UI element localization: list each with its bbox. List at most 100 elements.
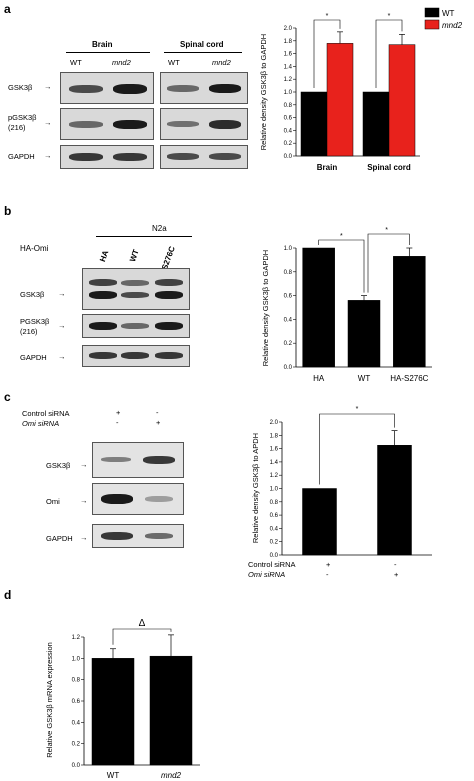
significance-mark-b: * (385, 227, 388, 234)
blot-a-spinal-gsk3b (160, 72, 248, 104)
blot-c-omi (92, 483, 184, 515)
lane-label-b-wt: WT (128, 248, 141, 264)
spinal-bracket-line (164, 52, 242, 53)
lane-label-a-1: WT (70, 58, 82, 67)
blot-c-control-sign-2: - (156, 408, 159, 417)
y-tick-label-a: 0.2 (284, 141, 293, 147)
blot-c-gsk3b (92, 442, 184, 478)
y-tick-label-c: 0.2 (270, 540, 279, 546)
y-tick-label-c: 1.8 (270, 433, 279, 439)
tissue-label-spinal-cord: Spinal cord (180, 40, 224, 49)
arrow-a-3: → (44, 151, 52, 160)
significance-bracket-b (367, 233, 410, 293)
x-category-label-a: Spinal cord (367, 163, 411, 172)
significance-mark-b: * (340, 233, 343, 240)
y-tick-label-d: 0.8 (72, 678, 81, 684)
x-category-label-d: mnd2 (161, 771, 182, 780)
chart-b: 0.0 0.2 0.4 0.6 0.8 1.0 Relative density GSK3β… (261, 227, 432, 383)
panel-d-letter: d (4, 588, 12, 602)
n2a-bracket-line (96, 236, 192, 237)
arrow-c-1: → (80, 460, 88, 469)
y-axis-label-b: Relative density GSK3β to GAPDH (261, 250, 270, 366)
y-axis-label-d: Relative GSK3β mRNA expression (45, 642, 54, 758)
cell-line-label: N2a (152, 224, 167, 233)
significance-mark-d: Δ (139, 618, 146, 629)
legend-label-a: mnd2 (442, 21, 463, 30)
y-tick-label-c: 0.4 (270, 526, 279, 532)
y-tick-label-a: 1.2 (284, 77, 293, 83)
bar-b (393, 256, 426, 368)
chart-c-control-sign-2: - (394, 560, 397, 569)
bar-c (302, 488, 337, 556)
blot-a-spinal-pgsk3b (160, 108, 248, 140)
y-tick-label-a: 0.0 (284, 154, 293, 160)
legend-swatch-a (424, 19, 440, 30)
y-tick-label-c: 0.6 (270, 513, 279, 519)
blot-a-brain-gapdh (60, 145, 154, 169)
bar-a (362, 91, 390, 157)
legend-label-a: WT (442, 9, 455, 18)
bar-c (377, 445, 412, 556)
significance-bracket-c (319, 413, 395, 485)
y-tick-label-a: 0.8 (284, 103, 293, 109)
arrow-c-2: → (80, 496, 88, 505)
brain-bracket-line (66, 52, 150, 53)
y-tick-label-a: 0.4 (284, 128, 293, 134)
lane-label-a-4: mnd2 (212, 58, 231, 67)
significance-bracket-a (313, 19, 341, 88)
blot-a-brain-gsk3b (60, 72, 154, 104)
row-label-c-gapdh: GAPDH (46, 534, 73, 543)
y-tick-label-b: 0.8 (284, 270, 293, 276)
significance-bracket-d (112, 628, 172, 645)
arrow-b-3: → (58, 352, 66, 361)
bar-b (302, 247, 335, 368)
y-tick-label-a: 1.0 (284, 90, 293, 96)
y-tick-label-c: 0.0 (270, 553, 279, 559)
significance-bracket-a (375, 19, 403, 88)
arrow-c-3: → (80, 533, 88, 542)
arrow-a-1: → (44, 82, 52, 91)
y-tick-label-b: 0.4 (284, 317, 293, 323)
blot-c-omi-sign-1: - (116, 418, 119, 427)
significance-mark-a: * (326, 13, 329, 20)
y-tick-label-a: 0.6 (284, 116, 293, 122)
y-tick-label-c: 1.0 (270, 487, 279, 493)
y-axis-label-a: Relative density GSK3β to GAPDH (259, 34, 268, 150)
tissue-label-brain: Brain (92, 40, 113, 49)
chart-c-control-label: Control siRNA (248, 560, 296, 569)
x-category-label-a: Brain (317, 163, 338, 172)
x-category-label-b: HA (313, 374, 325, 383)
y-tick-label-c: 1.2 (270, 473, 279, 479)
legend-swatch-a (424, 7, 440, 18)
y-tick-label-b: 0.0 (284, 365, 293, 371)
blot-a-brain-pgsk3b (60, 108, 154, 140)
blot-a-spinal-gapdh (160, 145, 248, 169)
bar-b (347, 300, 381, 368)
bar-a (388, 44, 416, 157)
panel-b-letter: b (4, 204, 12, 218)
panel-a-letter: a (4, 2, 11, 16)
significance-bracket-b (318, 239, 365, 293)
row-label-a-gsk3b: GSK3β (8, 83, 33, 92)
blot-b-pgsk3b (82, 314, 190, 338)
construct-label: HA-Omi (20, 244, 49, 253)
bar-d (149, 655, 193, 766)
row-label-b-gsk3b: GSK3β (20, 290, 45, 299)
blot-c-control-sign-1: + (116, 408, 121, 417)
chart-a: 0.0 0.2 0.4 0.6 0.8 1.0 1.2 1.4 1.6 1.8 2.0 Relativ… (259, 7, 463, 172)
panel-c-letter: c (4, 390, 11, 404)
chart-c-control-sign-1: + (326, 560, 331, 569)
arrow-a-2: → (44, 118, 52, 127)
blot-c-omi-sign-2: + (156, 418, 161, 427)
y-tick-label-d: 1.2 (72, 635, 81, 641)
y-tick-label-d: 1.0 (72, 656, 81, 662)
y-tick-label-d: 0.6 (72, 699, 81, 705)
lane-label-a-3: WT (168, 58, 180, 67)
row-label-b-pgsk3b: PGSK3β (216) (20, 317, 50, 336)
y-tick-label-c: 1.6 (270, 447, 279, 453)
row-label-a-gapdh: GAPDH (8, 152, 35, 161)
blot-b-gapdh (82, 345, 190, 367)
row-label-b-gapdh: GAPDH (20, 353, 47, 362)
chart-c-omi-label: Omi siRNA (248, 570, 286, 579)
bar-a (300, 91, 328, 157)
